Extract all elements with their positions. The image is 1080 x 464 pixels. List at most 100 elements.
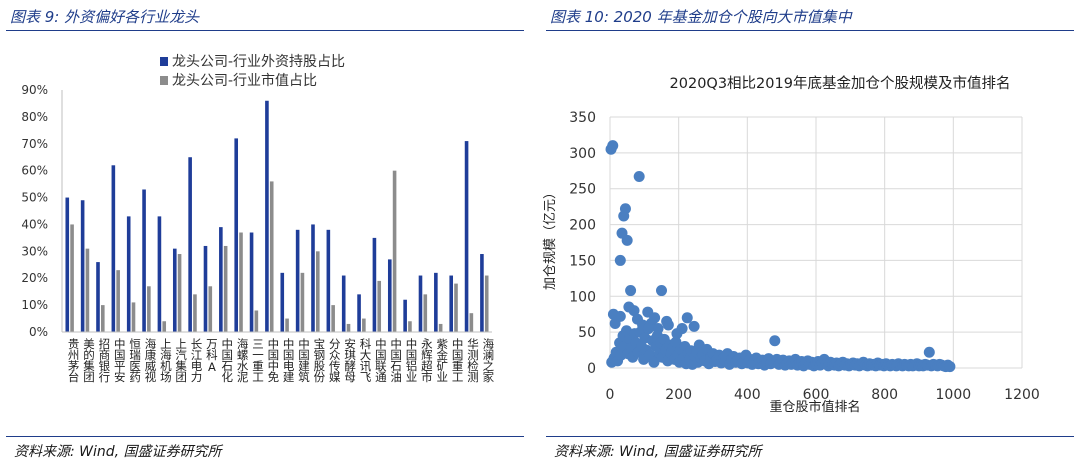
scatter-point [633,171,645,183]
bar [480,254,484,332]
scatter-point [688,320,700,332]
bar [362,318,366,332]
bar [269,181,274,332]
bar [116,270,120,332]
bar [285,318,289,332]
bar [387,259,392,332]
bar [392,170,397,332]
bar [438,323,443,332]
x-tick-label: 中国电建 [282,338,296,383]
bar [172,248,177,332]
x-tick-label: 1200 [1004,387,1040,403]
bar [203,245,208,332]
y-tick-label: 0% [29,325,48,339]
y-tick-label: 0 [587,361,596,377]
x-tick-label: 中国重工 [451,338,465,382]
bar [315,251,320,332]
x-tick-label: 1000 [936,387,972,403]
x-tick-label: 800 [871,387,898,403]
x-tick-label: 中国中免 [266,338,280,382]
y-tick-label: 50 [578,325,596,341]
bar [162,321,167,332]
left-panel: 图表 9: 外资偏好各行业龙头 0% 10% 20% 30% 40% 50% 60% 70% 8… [0,0,530,464]
bar [193,294,197,332]
bar [239,232,243,332]
bar [326,229,331,332]
scatter-point [649,312,661,324]
bar [403,299,407,332]
bar [418,275,423,332]
scatter-point [616,227,628,239]
scatter-chart: 2020Q3相比2019年底基金加仓个股规模及市值排名 0 50 100 150 200 2… [543,75,1040,415]
x-tick-label: 美的集团 [82,337,96,383]
scatter-point [944,361,956,373]
scatter-point [656,285,667,297]
right-figure-title: 图表 10: 2020 年基金加仓个股向大市值集中 [550,8,852,26]
y-tick-label: 70% [21,137,48,151]
bar [126,216,131,332]
bar [234,138,239,332]
y-tick-label: 10% [21,298,48,312]
left-source-note: 资料来源: Wind, 国盛证券研究所 [14,444,222,460]
legend-swatch [160,57,168,66]
x-axis-title: 重仓股市值排名 [769,399,860,415]
x-tick-label: 永辉超市 [420,337,434,383]
bar [111,165,116,332]
left-source-divider [6,436,524,437]
scatter-point [618,210,630,222]
x-tick-label: 中国铝业 [405,338,419,382]
bar [177,254,182,332]
bar [100,305,105,332]
bar [341,275,346,332]
bar [265,100,269,332]
bar [223,245,228,332]
bar [469,313,474,332]
x-tick-label: 600 [803,387,830,403]
x-tick-label: 招商银行 [97,337,111,383]
bar [331,305,335,332]
y-tick-label: 150 [569,253,596,269]
bar [454,283,458,332]
bar [357,294,361,332]
y-tick-label: 60% [21,164,48,178]
bar [219,227,223,332]
x-tick-label: 长江电力 [190,338,204,383]
scatter-chart-title: 2020Q3相比2019年底基金加仓个股规模及市值排名 [670,75,1011,92]
x-tick-label: 0 [606,387,615,403]
bar [254,310,259,332]
bar [188,157,192,332]
y-tick-label: 20% [21,271,48,285]
scatter-point [769,335,781,347]
bar [346,323,351,332]
legend-swatch [160,76,168,85]
bar [65,197,70,332]
scatter-point [614,254,626,266]
bar [464,141,469,332]
x-tick-label: 紫金矿业 [435,338,449,382]
right-panel: 图表 10: 2020 年基金加仓个股向大市值集中 2020Q3相比2019年底… [540,0,1080,464]
x-tick-label: 恒瑞医药 [128,338,142,383]
bar [147,286,151,332]
scatter-point [676,323,688,335]
bar [484,275,489,332]
x-tick-label: 中国石油 [389,338,403,382]
bar [423,294,428,332]
y-tick-label: 50% [21,191,48,205]
y-tick-label: 90% [21,83,48,97]
bar [295,229,300,332]
y-tick-label: 250 [569,182,596,198]
y-axis-title: 加仓规模（亿元） [543,186,558,290]
legend-label: 龙头公司-行业外资持股占比 [172,54,345,70]
x-tick-label: 中国建筑 [297,338,311,382]
x-tick-label: 宝钢股份 [312,337,326,383]
bar [157,216,162,332]
bar [408,321,412,332]
x-tick-label: 华测检测 [466,337,480,383]
x-tick-label: 200 [665,387,692,403]
y-tick-label: 300 [569,146,596,162]
scatter-point [923,346,935,358]
x-tick-label: 上汽集团 [174,338,188,383]
legend-label: 龙头公司-行业市值占比 [172,72,317,89]
scatter-point [614,310,626,322]
scatter-point [662,319,674,331]
